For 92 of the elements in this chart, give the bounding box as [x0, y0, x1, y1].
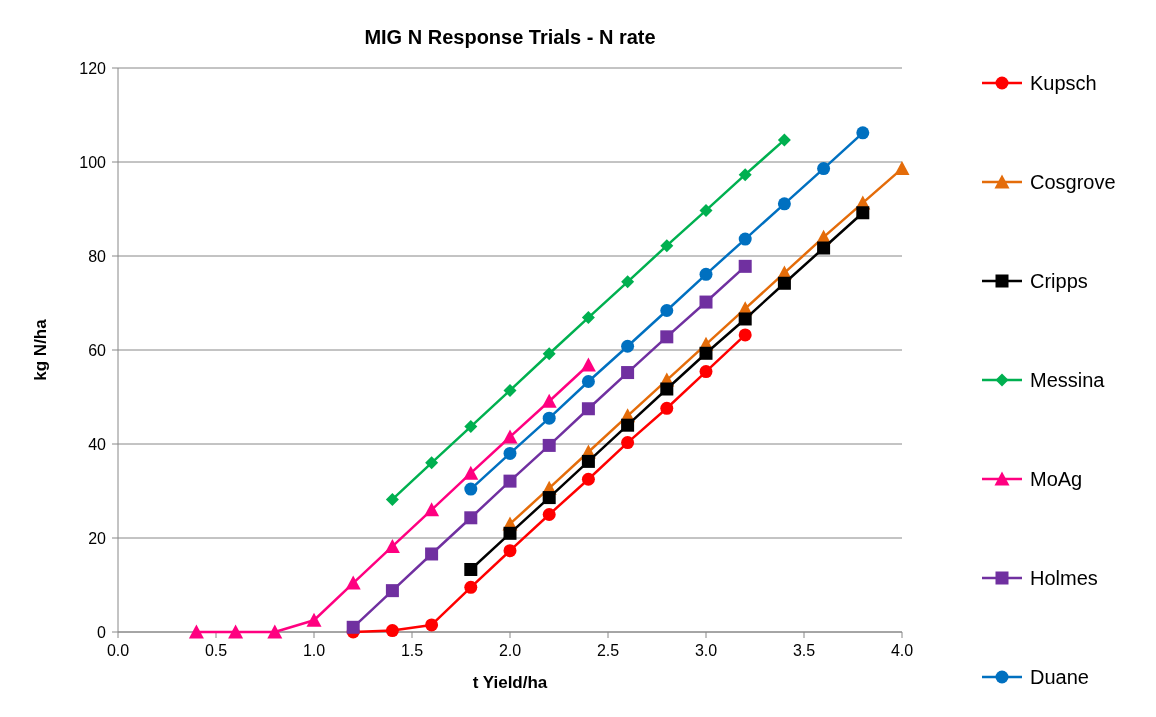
point: [699, 346, 713, 360]
point: [699, 365, 713, 379]
point: [424, 502, 440, 517]
point: [464, 511, 478, 525]
x-tick-label: 0.5: [204, 642, 228, 659]
point: [660, 401, 674, 415]
legend-label: Holmes: [1030, 567, 1098, 589]
point: [542, 508, 556, 521]
point: [581, 374, 595, 388]
point: [817, 162, 831, 176]
point: [581, 454, 595, 468]
point: [621, 339, 635, 353]
x-tick-label: 2.0: [498, 642, 522, 659]
point: [542, 491, 556, 505]
x-tick-label: 1.5: [400, 642, 424, 659]
point: [738, 259, 752, 273]
point: [464, 482, 478, 496]
point: [425, 456, 439, 470]
y-tick-label: 60: [88, 342, 107, 359]
point: [660, 304, 674, 318]
point: [541, 393, 557, 408]
x-axis-title: t Yield/ha: [472, 673, 548, 692]
x-tick-label: 0.0: [106, 642, 130, 659]
point: [660, 382, 674, 396]
point: [503, 383, 517, 397]
point: [503, 474, 517, 488]
legend-label: MoAg: [1030, 468, 1083, 490]
point: [581, 402, 595, 416]
legend-label: Cosgrove: [1030, 171, 1116, 193]
point: [738, 312, 752, 326]
legend-label: Duane: [1030, 666, 1089, 688]
x-tick-label: 1.0: [302, 642, 326, 659]
legend-label: Cripps: [1030, 270, 1088, 292]
y-tick-label: 40: [88, 436, 107, 453]
y-tick-label: 120: [79, 60, 107, 77]
point: [621, 275, 635, 289]
point: [738, 232, 752, 246]
point: [777, 276, 791, 290]
y-tick-label: 80: [88, 248, 107, 265]
point: [503, 544, 517, 558]
point: [777, 133, 791, 147]
point: [660, 239, 674, 253]
point: [817, 241, 831, 255]
point: [542, 347, 556, 361]
point: [385, 584, 399, 598]
point: [581, 472, 595, 486]
x-tick-label: 2.5: [596, 642, 620, 659]
point: [463, 465, 479, 480]
point: [542, 438, 556, 452]
point: [738, 168, 752, 182]
x-tick-label: 3.5: [792, 642, 816, 659]
chart-title: MIG N Response Trials - N rate: [364, 26, 656, 48]
y-axis-title: kg N/ha: [31, 318, 50, 381]
point: [306, 612, 322, 627]
point: [738, 328, 752, 342]
point: [856, 206, 870, 220]
point: [503, 446, 517, 460]
point: [384, 538, 400, 553]
point: [699, 267, 713, 281]
point: [581, 311, 595, 325]
point: [464, 420, 478, 434]
point: [621, 436, 635, 450]
legend-label: Messina: [1030, 369, 1106, 391]
point: [777, 197, 791, 211]
point: [699, 295, 713, 309]
point: [464, 562, 478, 576]
point: [856, 126, 870, 140]
point: [621, 418, 635, 432]
point: [267, 624, 283, 639]
point: [894, 161, 910, 176]
point: [385, 624, 399, 638]
point: [188, 624, 204, 639]
point: [425, 618, 439, 632]
point: [542, 411, 556, 425]
point: [425, 547, 439, 561]
point: [464, 580, 478, 594]
point: [580, 357, 596, 372]
point: [385, 492, 399, 506]
legend-label: Kupsch: [1030, 72, 1097, 94]
point: [621, 366, 635, 380]
x-tick-label: 4.0: [890, 642, 914, 659]
point: [346, 620, 360, 634]
point: [228, 624, 244, 639]
point: [503, 526, 517, 540]
point: [699, 203, 713, 217]
point: [660, 330, 674, 344]
point: [502, 429, 518, 444]
y-tick-label: 20: [88, 530, 107, 547]
y-tick-label: 100: [79, 154, 107, 171]
point: [345, 575, 361, 590]
y-tick-label: 0: [97, 624, 107, 641]
x-tick-label: 3.0: [694, 642, 718, 659]
